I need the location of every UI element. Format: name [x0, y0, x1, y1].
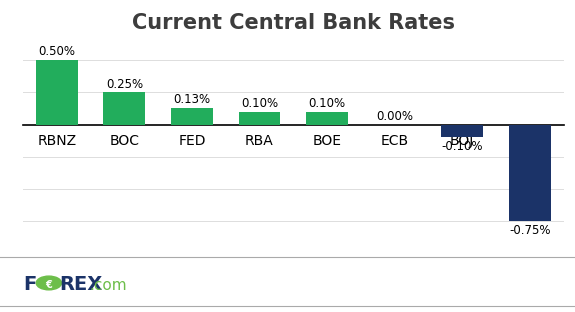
Bar [509, 124, 551, 222]
Text: 0.25%: 0.25% [106, 78, 143, 90]
Bar [441, 124, 483, 138]
Text: 0.13%: 0.13% [173, 93, 210, 106]
Text: -0.10%: -0.10% [442, 140, 483, 153]
Text: 0.00%: 0.00% [376, 110, 413, 123]
Bar [36, 60, 78, 124]
Bar [171, 108, 213, 124]
Bar [306, 112, 348, 124]
Text: F: F [23, 275, 36, 294]
Title: Current Central Bank Rates: Current Central Bank Rates [132, 13, 455, 33]
Text: REX: REX [59, 275, 102, 294]
Bar [239, 112, 281, 124]
Text: -0.75%: -0.75% [509, 224, 550, 237]
Text: 0.10%: 0.10% [241, 97, 278, 110]
Text: €: € [45, 280, 52, 290]
Text: 0.50%: 0.50% [39, 45, 75, 58]
Circle shape [36, 276, 62, 290]
Text: 0.10%: 0.10% [308, 97, 346, 110]
Text: .com: .com [89, 278, 126, 293]
Bar [104, 92, 145, 124]
